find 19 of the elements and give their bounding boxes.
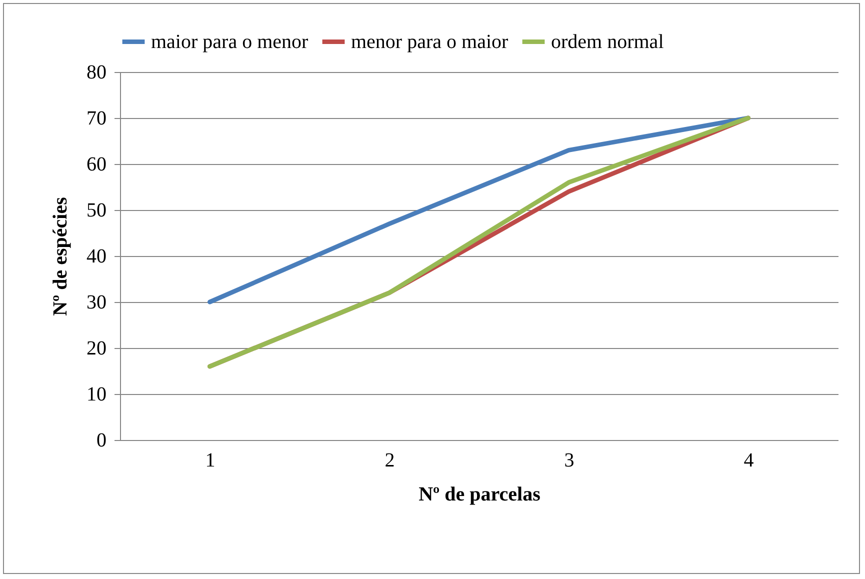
y-tick-label: 50	[86, 200, 106, 222]
y-tick-label: 80	[86, 62, 106, 84]
y-tick-label: 60	[86, 154, 106, 176]
x-axis-title: Nº de parcelas	[418, 484, 541, 506]
line-series	[208, 116, 750, 369]
legend-label: ordem normal	[551, 30, 664, 53]
x-tick-label: 3	[564, 450, 574, 472]
y-tick-label: 40	[86, 246, 106, 268]
legend-label: menor para o maior	[351, 30, 508, 53]
x-tick-label: 1	[205, 450, 216, 472]
y-tick-label: 70	[86, 108, 106, 130]
y-tick-label: 10	[86, 384, 106, 406]
x-tick-label: 4	[744, 450, 754, 472]
y-tick-label: 0	[96, 430, 106, 452]
y-tick-label: 20	[86, 338, 106, 360]
y-tick-label: 30	[86, 292, 106, 314]
legend-label: maior para o menor	[151, 30, 308, 53]
y-axis-title: Nº de espécies	[50, 196, 72, 316]
x-tick-label: 2	[384, 450, 395, 472]
